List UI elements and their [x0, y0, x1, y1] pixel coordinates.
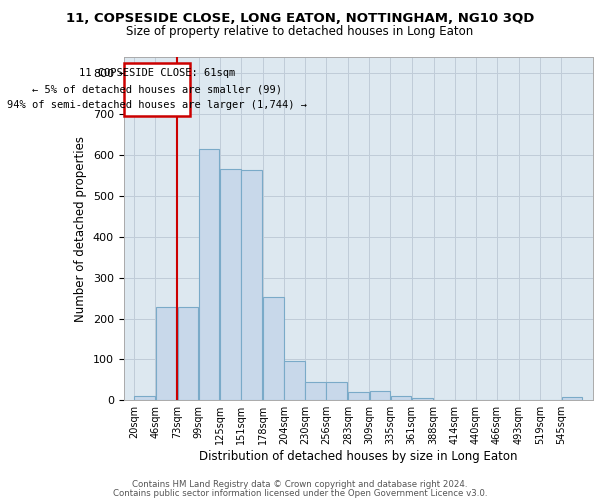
Text: Contains public sector information licensed under the Open Government Licence v3: Contains public sector information licen… [113, 488, 487, 498]
Bar [305, 382, 326, 400]
Bar [134, 396, 155, 400]
Text: ← 5% of detached houses are smaller (99): ← 5% of detached houses are smaller (99) [32, 84, 282, 94]
Text: Size of property relative to detached houses in Long Eaton: Size of property relative to detached ho… [127, 25, 473, 38]
Bar [199, 149, 220, 401]
Text: 94% of semi-detached houses are larger (1,744) →: 94% of semi-detached houses are larger (… [7, 100, 307, 110]
Bar [349, 392, 369, 400]
Bar [155, 307, 176, 400]
Bar [220, 168, 241, 400]
Bar [284, 361, 305, 401]
Bar [124, 63, 190, 116]
Y-axis label: Number of detached properties: Number of detached properties [74, 136, 87, 322]
Bar [412, 398, 433, 400]
Bar [326, 382, 347, 400]
Text: Contains HM Land Registry data © Crown copyright and database right 2024.: Contains HM Land Registry data © Crown c… [132, 480, 468, 489]
Bar [370, 392, 390, 400]
Bar [178, 306, 198, 400]
X-axis label: Distribution of detached houses by size in Long Eaton: Distribution of detached houses by size … [199, 450, 518, 463]
Bar [562, 396, 582, 400]
Text: 11 COPSESIDE CLOSE: 61sqm: 11 COPSESIDE CLOSE: 61sqm [79, 68, 235, 78]
Text: 11, COPSESIDE CLOSE, LONG EATON, NOTTINGHAM, NG10 3QD: 11, COPSESIDE CLOSE, LONG EATON, NOTTING… [66, 12, 534, 26]
Bar [241, 170, 262, 400]
Bar [391, 396, 412, 400]
Bar [263, 297, 284, 401]
